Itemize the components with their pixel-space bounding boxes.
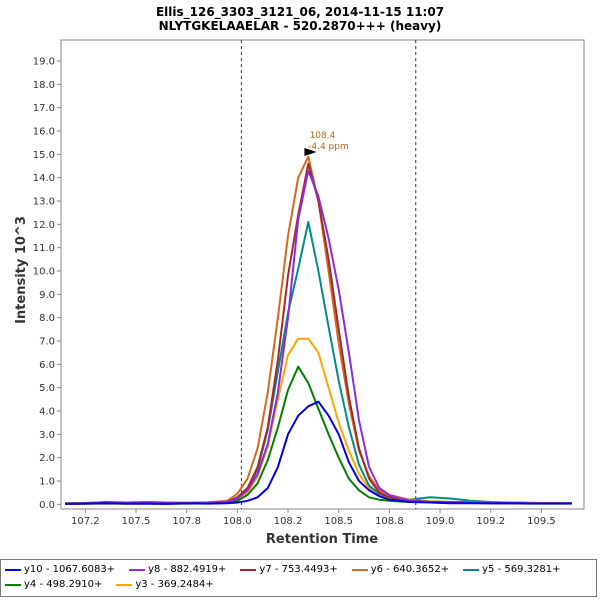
- y-tick-label: 0.0: [39, 500, 55, 511]
- legend-swatch: [116, 583, 133, 586]
- peak-annotation: 108.4 -4.4 ppm: [304, 131, 349, 156]
- legend-swatch: [5, 583, 21, 586]
- legend-item: y3 - 369.2484+: [116, 577, 214, 592]
- y-tick-label: 10.0: [33, 267, 55, 278]
- x-tick-label: 107.8: [172, 516, 201, 527]
- chart-title: Ellis_126_3303_3121_06, 2014-11-15 11:07: [156, 5, 444, 20]
- series-line: [65, 337, 572, 505]
- y-tick-label: 5.0: [39, 383, 55, 394]
- y-tick-label: 3.0: [39, 430, 55, 441]
- x-tick-label: 108.5: [324, 516, 353, 527]
- x-tick-label: 109.0: [426, 516, 455, 527]
- legend-item: y8 - 882.4919+: [129, 562, 226, 577]
- x-tick-label: 107.5: [122, 516, 151, 527]
- legend-swatch: [463, 568, 480, 571]
- y-tick-label: 17.0: [33, 103, 55, 114]
- legend-swatch: [5, 568, 21, 571]
- legend-item: y10 - 1067.6083+: [5, 562, 115, 577]
- y-tick-label: 11.0: [33, 243, 55, 254]
- x-axis-label: Retention Time: [266, 532, 378, 547]
- legend-item: y5 - 569.3281+: [463, 562, 560, 577]
- series-line: [65, 221, 572, 505]
- x-axis: 107.2 107.5 107.8 108.0 108.2 108.5 108.8 109.0…: [71, 509, 556, 527]
- y-tick-label: 2.0: [39, 453, 55, 464]
- legend-label: y6 - 640.3652+: [370, 564, 450, 575]
- peak-marker-icon: [304, 148, 317, 156]
- y-tick-label: 1.0: [39, 477, 55, 488]
- x-tick-label: 108.2: [274, 516, 303, 527]
- chart-subtitle: NLYTGKELAAELAR - 520.2870+++ (heavy): [159, 19, 442, 33]
- y-tick-label: 13.0: [33, 197, 55, 208]
- y-tick-label: 4.0: [39, 407, 55, 418]
- legend-label: y5 - 569.3281+: [482, 564, 561, 575]
- series-line: [65, 162, 572, 505]
- integration-boundaries: [240, 40, 417, 509]
- series-line: [65, 400, 572, 505]
- legend-label: y8 - 882.4919+: [148, 564, 227, 575]
- y-tick-label: 6.0: [39, 360, 55, 371]
- legend-swatch: [129, 568, 146, 571]
- y-tick-label: 19.0: [33, 57, 55, 68]
- series-lines: [65, 155, 572, 505]
- plot-area: [60, 39, 585, 510]
- legend-item: y4 - 498.2910+: [5, 577, 102, 592]
- legend-item: y7 - 753.4493+: [240, 562, 338, 577]
- y-tick-label: 12.0: [33, 220, 55, 231]
- x-tick-label: 109.5: [527, 516, 556, 527]
- y-axis-label: Intensity 10^3: [14, 216, 29, 324]
- legend-swatch: [351, 568, 368, 571]
- legend-label: y7 - 753.4493+: [259, 564, 338, 575]
- legend-label: y10 - 1067.6083+: [24, 564, 116, 575]
- y-tick-label: 18.0: [33, 80, 55, 91]
- y-tick-label: 14.0: [33, 173, 55, 184]
- series-line: [65, 365, 572, 505]
- series-line: [65, 169, 572, 505]
- legend-swatch: [240, 568, 257, 571]
- peak-ppm-label: -4.4 ppm: [308, 142, 349, 152]
- y-axis: 0.0 1.0 2.0 3.0 4.0 5.0 6.0 7.0 8.0 9.0 10.0 11.0 12…: [33, 57, 61, 511]
- y-tick-label: 7.0: [39, 337, 55, 348]
- x-tick-label: 109.2: [476, 516, 505, 527]
- chromatogram-chart: Ellis_126_3303_3121_06, 2014-11-15 11:07…: [14, 5, 585, 547]
- legend-label: y4 - 498.2910+: [24, 579, 103, 590]
- legend-label: y3 - 369.2484+: [135, 579, 214, 590]
- x-tick-label: 107.2: [71, 516, 100, 527]
- x-tick-label: 108.8: [375, 516, 404, 527]
- x-tick-label: 108.0: [223, 516, 252, 527]
- y-tick-label: 16.0: [33, 127, 55, 138]
- y-tick-label: 8.0: [39, 313, 55, 324]
- legend: y10 - 1067.6083+ y8 - 882.4919+ y7 - 753.4…: [0, 559, 597, 597]
- y-tick-label: 15.0: [33, 150, 55, 161]
- y-tick-label: 9.0: [39, 290, 55, 301]
- series-line: [65, 155, 572, 505]
- peak-retention-label: 108.4: [310, 131, 336, 141]
- legend-item: y6 - 640.3652+: [351, 562, 450, 577]
